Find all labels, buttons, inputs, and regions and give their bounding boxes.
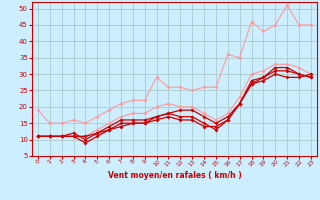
- X-axis label: Vent moyen/en rafales ( km/h ): Vent moyen/en rafales ( km/h ): [108, 171, 241, 180]
